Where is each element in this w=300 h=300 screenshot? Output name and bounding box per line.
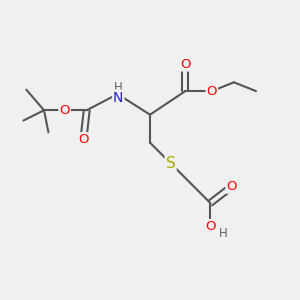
Text: N: N [113,91,123,105]
Text: O: O [180,58,190,70]
Text: O: O [78,133,88,146]
Text: H: H [114,81,123,94]
Text: H: H [219,227,228,240]
Text: O: O [205,220,216,233]
Text: S: S [166,156,176,171]
Text: O: O [59,104,70,117]
Text: O: O [226,180,237,193]
Text: O: O [207,85,217,98]
